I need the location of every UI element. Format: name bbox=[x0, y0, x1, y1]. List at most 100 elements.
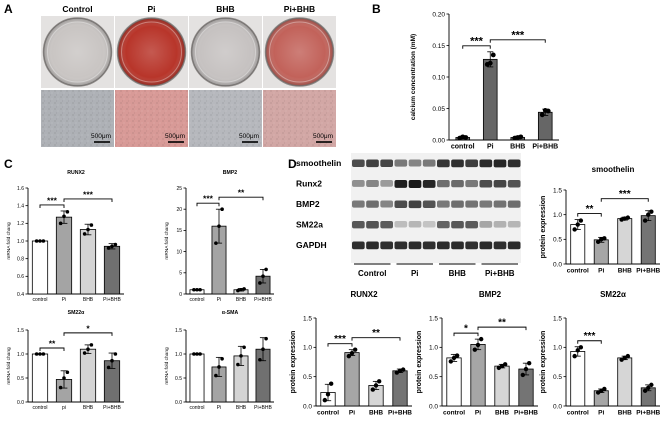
data-point bbox=[220, 207, 224, 211]
bar bbox=[189, 353, 205, 403]
data-point bbox=[236, 288, 240, 293]
significance-label: ** bbox=[238, 188, 245, 198]
y-tick-label: 1.0 bbox=[429, 345, 438, 352]
data-point bbox=[349, 351, 355, 356]
data-point bbox=[242, 345, 246, 350]
chart-title: SM22α bbox=[600, 290, 626, 299]
category-label: Pi+BHB bbox=[636, 268, 660, 275]
data-point bbox=[258, 357, 262, 362]
blot-band bbox=[408, 180, 422, 188]
bar-chart: 0 5 10 15 20 25 mRNA fold chang BMP2 control Pi BH… bbox=[164, 170, 274, 303]
y-tick-label: 1.4 bbox=[17, 203, 24, 209]
micrograph-texture bbox=[115, 90, 188, 147]
data-point bbox=[602, 236, 607, 241]
chart-title: smoothelin bbox=[592, 165, 635, 174]
y-tick-label: 0.0 bbox=[303, 403, 312, 410]
blot-band bbox=[352, 221, 365, 229]
category-label: Pi+BHB bbox=[514, 410, 538, 417]
dish-rim bbox=[121, 21, 182, 83]
bar bbox=[79, 348, 97, 403]
data-point bbox=[578, 345, 584, 350]
data-point bbox=[62, 214, 66, 219]
bar-chart: 0.4 0.6 0.8 1.0 1.2 1.4 1.6 mRNA fold chang RUNX… bbox=[6, 170, 124, 303]
data-point bbox=[572, 227, 577, 232]
y-tick-label: 0.00 bbox=[432, 137, 445, 144]
data-point bbox=[575, 348, 580, 353]
y-tick-label: 0.15 bbox=[432, 43, 445, 50]
y-tick-label: 0.5 bbox=[17, 376, 24, 382]
data-point bbox=[58, 385, 63, 390]
category-label: control bbox=[567, 410, 589, 417]
data-point bbox=[595, 239, 601, 244]
blot-band bbox=[437, 180, 450, 188]
category-label: Pi+BHB bbox=[254, 297, 272, 303]
bar bbox=[392, 370, 408, 407]
chart-title: RUNX2 bbox=[350, 290, 378, 299]
data-point bbox=[34, 239, 39, 243]
data-point bbox=[106, 365, 111, 370]
data-point bbox=[328, 381, 334, 386]
y-tick-label: 1.5 bbox=[175, 328, 182, 334]
category-label: control bbox=[567, 268, 589, 275]
y-tick-label: 1.6 bbox=[17, 186, 24, 192]
blot-band bbox=[380, 159, 393, 168]
y-axis-label: mRNA fold chang bbox=[6, 347, 12, 385]
blot-band bbox=[394, 159, 408, 167]
dish-rim bbox=[47, 21, 108, 83]
data-point bbox=[214, 373, 218, 378]
significance-bracket bbox=[489, 39, 546, 43]
blot-band bbox=[352, 241, 365, 250]
dish-shading bbox=[117, 18, 186, 86]
blot-band bbox=[465, 159, 478, 168]
bar bbox=[55, 216, 73, 295]
data-point bbox=[198, 352, 202, 356]
data-point bbox=[110, 244, 114, 249]
blot-band bbox=[380, 200, 393, 208]
blot-band bbox=[366, 200, 379, 208]
data-point bbox=[572, 353, 577, 359]
y-tick-label: 0.6 bbox=[17, 274, 24, 280]
data-point bbox=[325, 392, 331, 397]
data-point bbox=[220, 357, 224, 361]
y-tick-label: 0.0 bbox=[17, 400, 24, 406]
data-point bbox=[490, 52, 496, 58]
significance-label: *** bbox=[47, 195, 58, 205]
significance-label: ** bbox=[586, 204, 594, 215]
category-label: BHB bbox=[83, 405, 94, 411]
category-label: Pi bbox=[349, 410, 355, 417]
data-point bbox=[58, 221, 63, 226]
significance-bracket bbox=[327, 343, 353, 347]
bar bbox=[593, 239, 609, 265]
data-point bbox=[646, 212, 651, 217]
category-label: BHB bbox=[236, 405, 247, 411]
y-tick-label: 0.5 bbox=[553, 237, 562, 244]
y-tick-label: 1.5 bbox=[17, 328, 24, 334]
data-point bbox=[242, 287, 246, 291]
y-axis-label: protein expression bbox=[540, 196, 547, 259]
bar bbox=[494, 365, 510, 407]
significance-bracket bbox=[39, 204, 65, 208]
data-point bbox=[195, 287, 199, 292]
bar bbox=[640, 215, 656, 265]
y-tick-label: 1.2 bbox=[17, 221, 24, 227]
data-point bbox=[373, 383, 379, 388]
blot-row-label: Runx2 bbox=[296, 179, 322, 189]
blot-group-label: Pi bbox=[411, 269, 419, 278]
blot-band bbox=[394, 241, 408, 250]
panel-b-letter: B bbox=[372, 2, 381, 16]
data-point bbox=[41, 352, 46, 356]
data-point bbox=[487, 60, 493, 66]
y-axis-label: protein expression bbox=[290, 331, 297, 394]
micrograph-texture bbox=[41, 90, 114, 147]
blot-band bbox=[394, 180, 408, 188]
blot-band bbox=[451, 241, 464, 250]
micrograph-texture bbox=[263, 90, 336, 147]
data-point bbox=[82, 351, 87, 355]
blot-band bbox=[366, 241, 379, 250]
y-tick-label: 1.5 bbox=[429, 315, 438, 322]
blot-band bbox=[493, 200, 507, 208]
data-point bbox=[264, 267, 268, 272]
category-label: Pi+BHB bbox=[103, 297, 121, 303]
data-point bbox=[578, 218, 584, 223]
blot-group-label: Control bbox=[358, 269, 386, 278]
